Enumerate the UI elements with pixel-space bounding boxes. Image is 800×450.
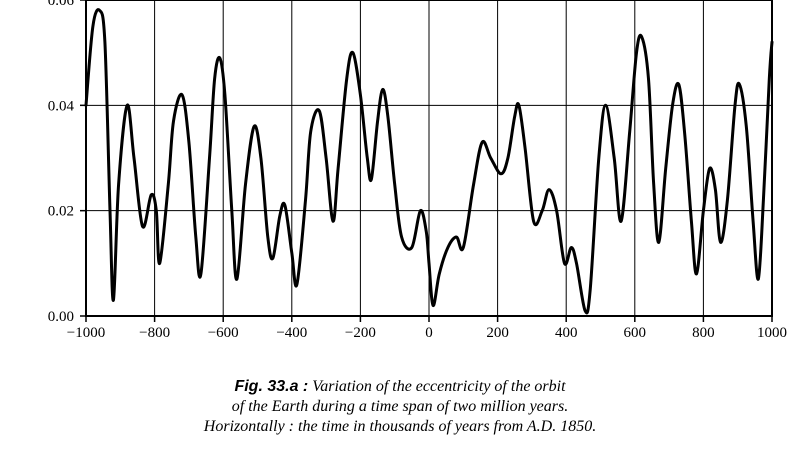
figure-label: Fig. 33.a :	[234, 378, 309, 395]
x-tick-label: 0	[425, 325, 433, 340]
x-tick-label: −1000	[67, 325, 105, 340]
y-tick-label: 0.02	[48, 204, 74, 220]
x-tick-label: 800	[692, 325, 715, 340]
figure-caption: Fig. 33.a : Variation of the eccentricit…	[0, 377, 800, 437]
y-tick-label: 0.00	[48, 309, 74, 325]
x-tick-label: −400	[276, 325, 307, 340]
eccentricity-series-line	[84, 8, 774, 315]
x-tick-label: −600	[208, 325, 239, 340]
x-tick-label: 1000	[757, 325, 787, 340]
x-tick-label: −800	[139, 325, 170, 340]
x-tick-label: 600	[624, 325, 647, 340]
caption-line-3: Horizontally : the time in thousands of …	[203, 418, 597, 435]
x-tick-label: 400	[555, 325, 578, 340]
y-tick-label: 0.04	[48, 98, 75, 114]
caption-line-1: Fig. 33.a : Variation of the eccentricit…	[0, 377, 800, 397]
caption-line-2: of the Earth during a time span of two m…	[231, 398, 569, 415]
eccentricity-chart: 0.00 0.02 0.04 0.06 −1000 −800 −600 −400 −200 0 2…	[48, 0, 787, 340]
x-tick-label: −200	[345, 325, 376, 340]
caption-text-1: Variation of the eccentricity of the orb…	[308, 378, 566, 395]
y-tick-label: 0.06	[48, 0, 75, 9]
x-tick-label: 200	[486, 325, 509, 340]
